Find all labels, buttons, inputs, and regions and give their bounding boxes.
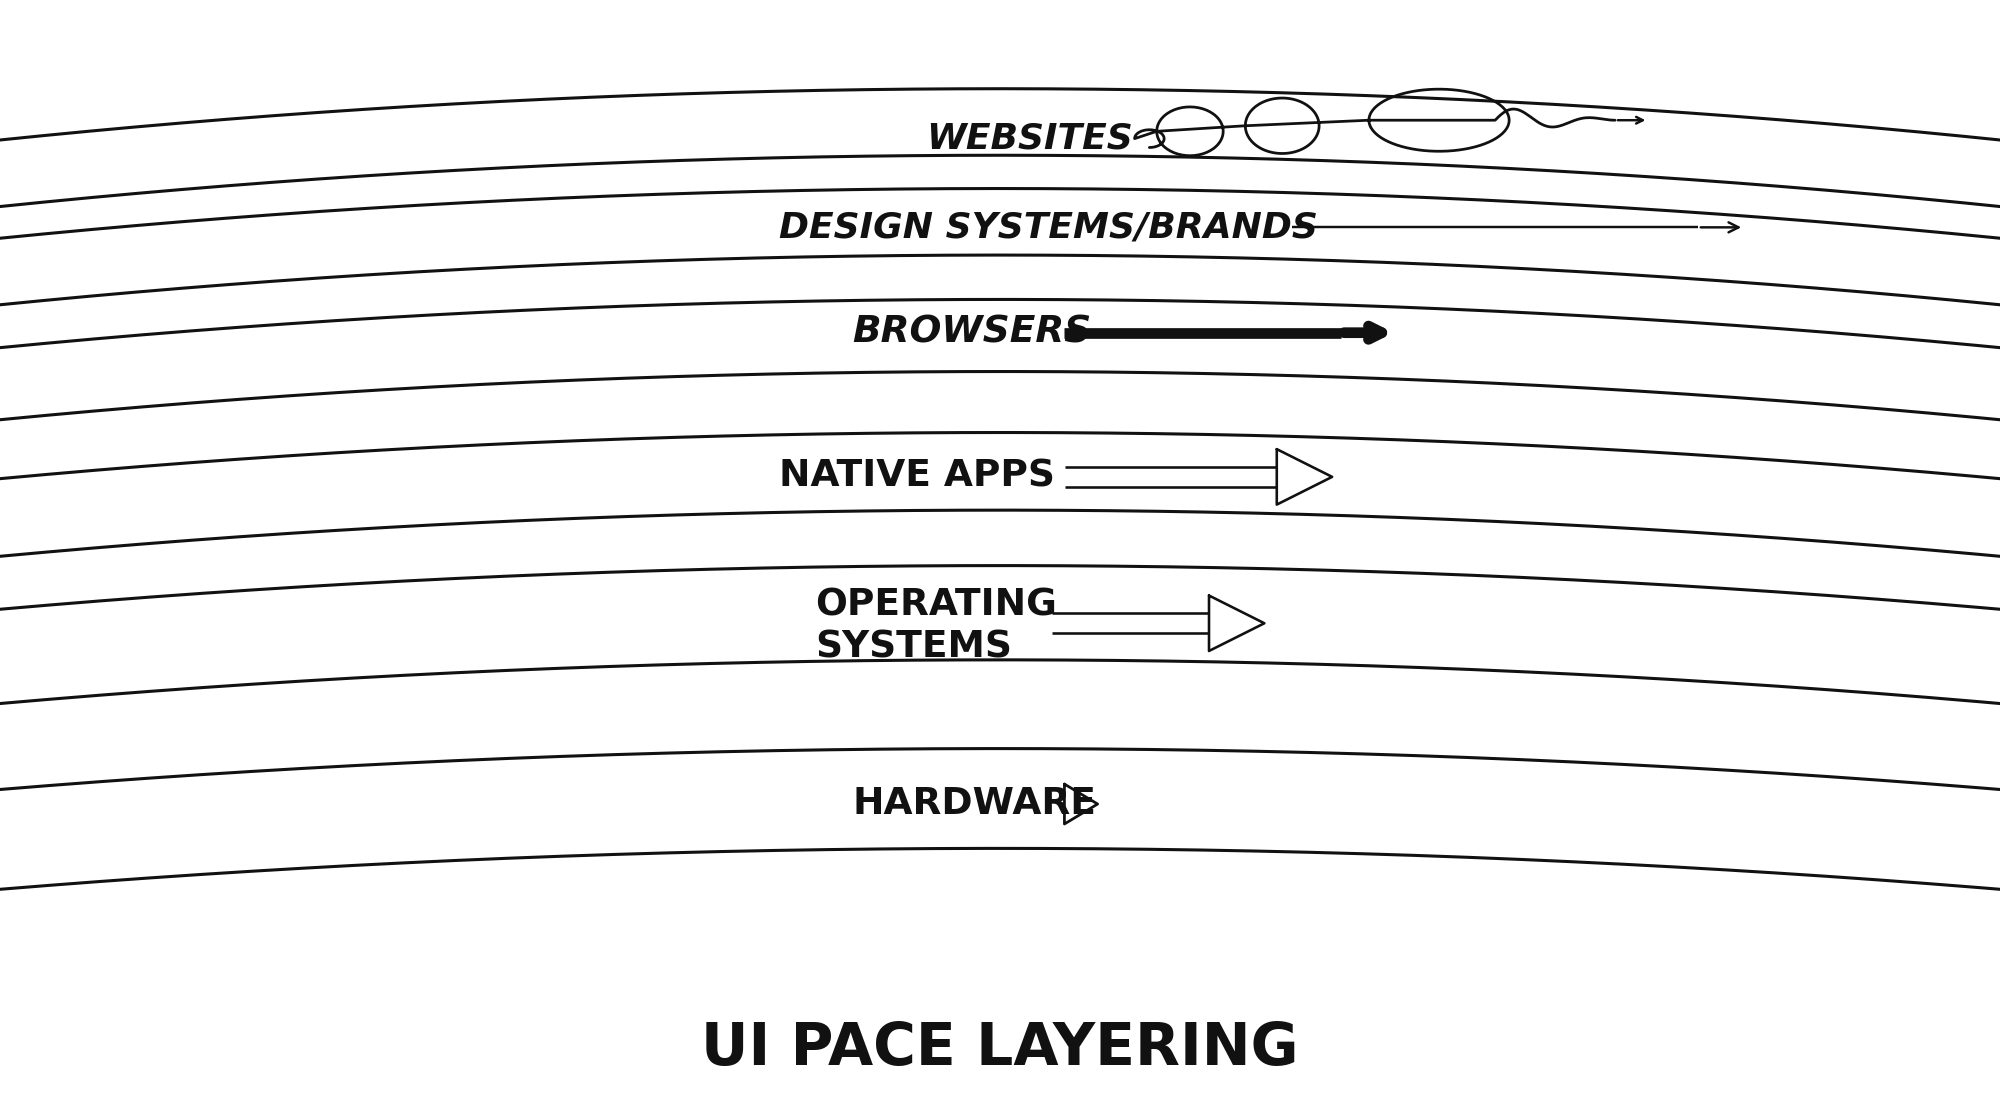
Text: UI PACE LAYERING: UI PACE LAYERING — [702, 1019, 1298, 1077]
Text: OPERATING
SYSTEMS: OPERATING SYSTEMS — [816, 588, 1058, 665]
Text: BROWSERS: BROWSERS — [852, 315, 1092, 350]
Text: DESIGN SYSTEMS/BRANDS: DESIGN SYSTEMS/BRANDS — [778, 211, 1318, 244]
Text: NATIVE APPS: NATIVE APPS — [778, 459, 1054, 495]
Text: HARDWARE: HARDWARE — [852, 786, 1096, 822]
Text: WEBSITES: WEBSITES — [926, 122, 1132, 155]
